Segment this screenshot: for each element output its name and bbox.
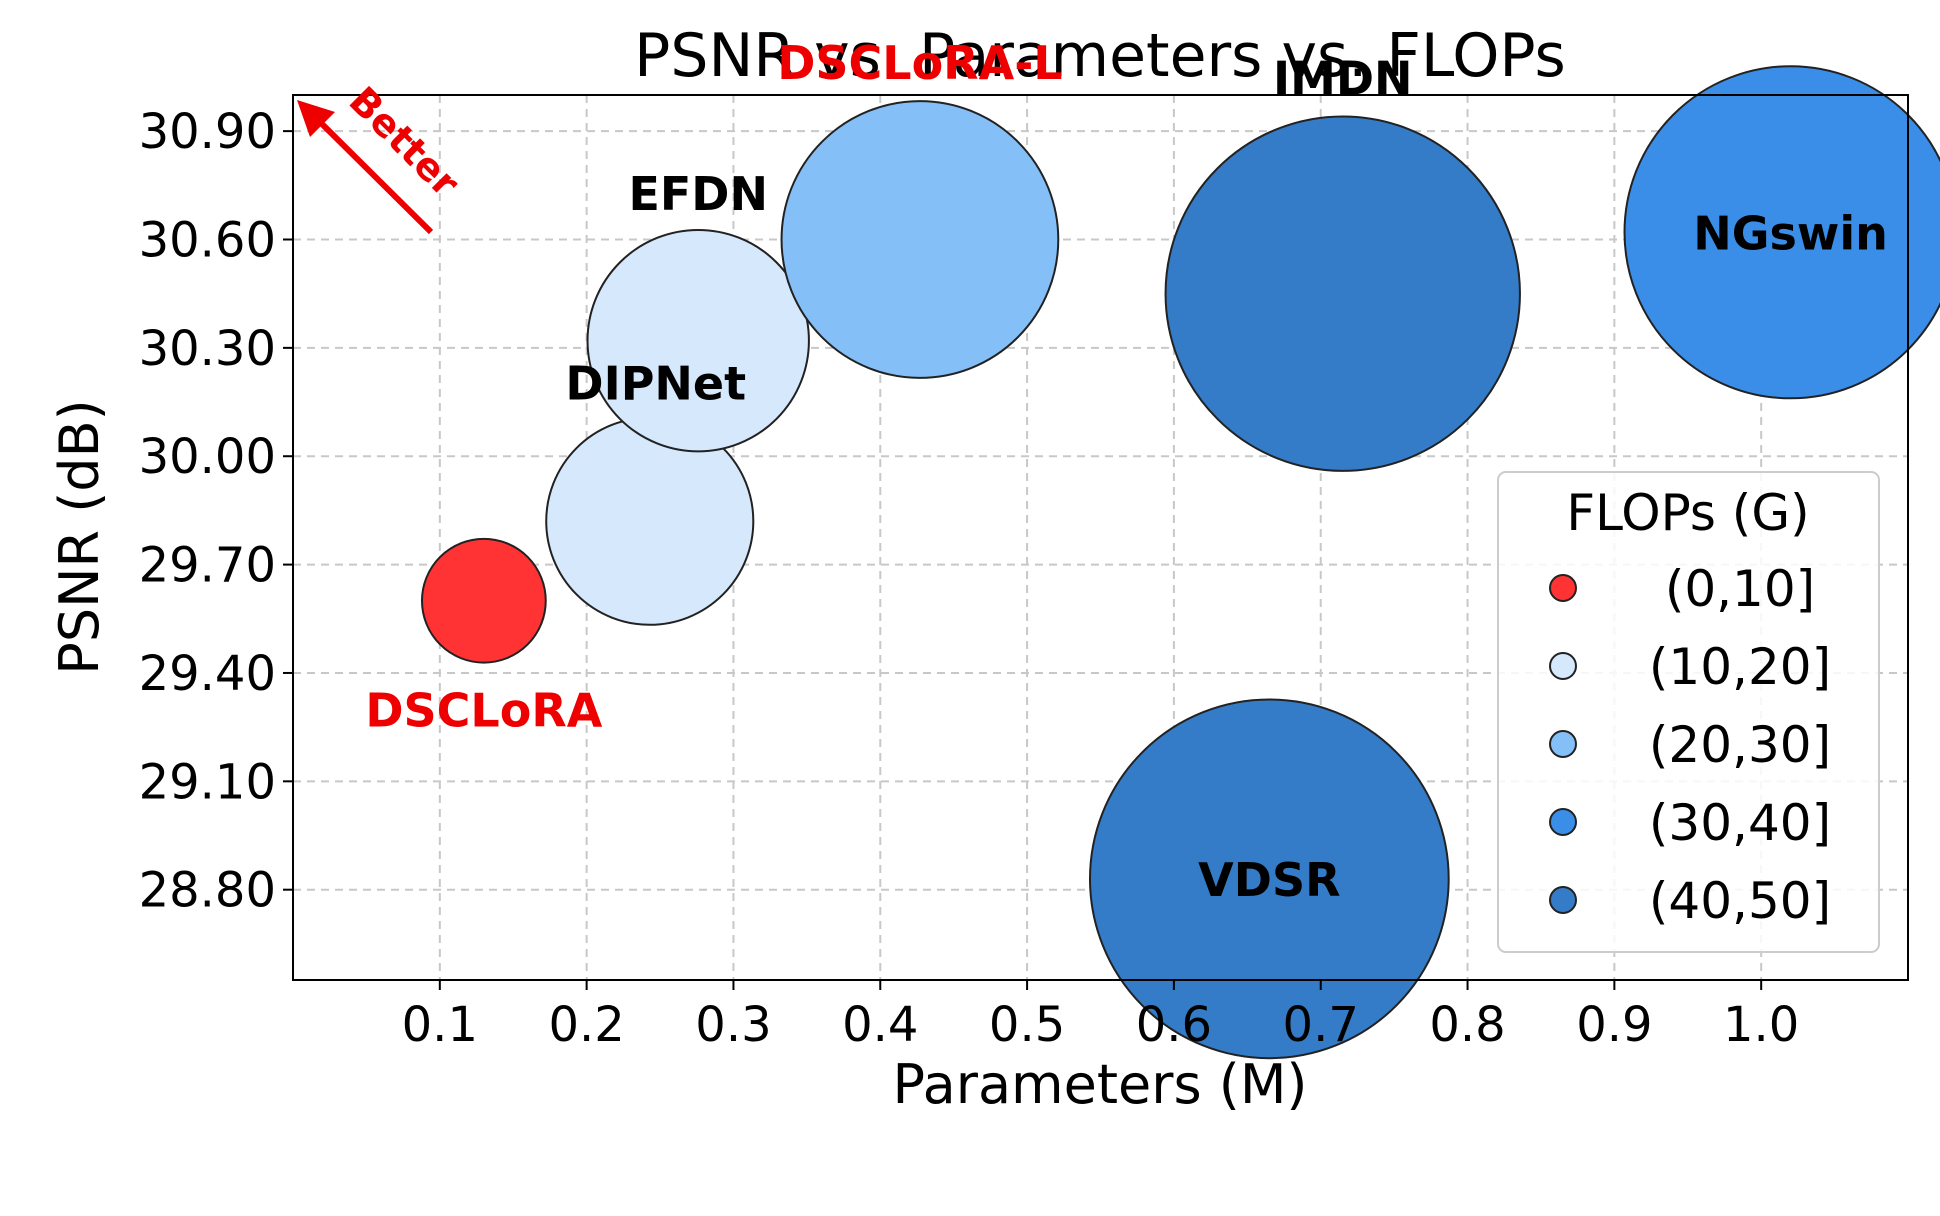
y-tick-label: 29.10 <box>139 754 276 810</box>
better-annotation: Better <box>297 78 468 235</box>
x-tick-label: 0.1 <box>402 997 478 1053</box>
plot-frame <box>292 94 1909 981</box>
point-label-dsclora-l: DSCLoRA-L <box>777 36 1062 90</box>
x-tick-label: 0.9 <box>1576 997 1652 1053</box>
point-ngswin <box>1623 65 1940 400</box>
better-arrow-head <box>297 100 335 137</box>
legend-label: (10,20] <box>1649 638 1831 696</box>
legend: FLOPs (G) (0,10] (10,20] (20,30] (30,40] (40… <box>1497 471 1880 953</box>
x-tick-label: 0.5 <box>989 997 1065 1053</box>
point-vdsr <box>1088 698 1450 1060</box>
point-label-ngswin: NGswin <box>1693 206 1888 260</box>
legend-marker <box>1549 652 1577 680</box>
point-label-dsclora: DSCLoRA <box>365 684 602 738</box>
better-text: Better <box>341 78 468 205</box>
x-tick-label: 0.2 <box>548 997 624 1053</box>
y-tick-label: 29.70 <box>139 538 276 594</box>
x-tick-label: 0.8 <box>1429 997 1505 1053</box>
legend-title: FLOPs (G) <box>1566 484 1809 542</box>
legend-label: (40,50] <box>1649 872 1831 930</box>
point-labels: DSCLoRA DIPNet EFDN DSCLoRA-L IMDN VDSR NGswin <box>365 36 1888 907</box>
point-label-vdsr: VDSR <box>1198 853 1340 907</box>
legend-box <box>1497 471 1880 953</box>
y-tick-label: 30.90 <box>139 104 276 160</box>
point-efdn <box>586 228 810 453</box>
better-arrow-shaft <box>315 117 434 235</box>
chart-title: PSNR vs. Parameters vs. FLOPs <box>634 21 1566 91</box>
point-label-dipnet: DIPNet <box>565 357 746 411</box>
point-label-efdn: EFDN <box>628 167 768 221</box>
x-tick-label: 0.6 <box>1136 997 1212 1053</box>
y-tick-label: 29.40 <box>139 646 276 702</box>
x-axis-ticks: 0.1 0.2 0.3 0.4 0.5 0.6 0.7 0.8 0.9 1.0 <box>402 980 1799 1053</box>
y-tick-label: 30.60 <box>139 212 276 268</box>
legend-marker <box>1549 886 1577 914</box>
point-label-imdn: IMDN <box>1273 51 1413 105</box>
data-points <box>420 65 1940 1060</box>
legend-entries: (0,10] (10,20] (20,30] (30,40] (40,50] <box>1549 560 1831 930</box>
x-tick-label: 0.3 <box>695 997 771 1053</box>
legend-marker <box>1549 730 1577 758</box>
legend-marker <box>1549 808 1577 836</box>
legend-label: (30,40] <box>1649 794 1831 852</box>
y-tick-label: 28.80 <box>139 863 276 919</box>
y-tick-label: 30.00 <box>139 429 276 485</box>
x-axis-title: Parameters (M) <box>893 1053 1308 1116</box>
x-tick-label: 0.7 <box>1283 997 1359 1053</box>
y-axis-title: PSNR (dB) <box>48 399 111 674</box>
legend-label: (20,30] <box>1649 716 1831 774</box>
legend-marker <box>1549 574 1577 602</box>
point-dsclora <box>420 537 547 664</box>
point-imdn <box>1164 115 1521 472</box>
y-tick-label: 30.30 <box>139 321 276 377</box>
y-axis-ticks: 28.80 29.10 29.40 29.70 30.00 30.30 30.60 30.90 <box>139 104 293 919</box>
point-dsclora-l <box>780 100 1060 379</box>
x-tick-label: 1.0 <box>1723 997 1799 1053</box>
x-tick-label: 0.4 <box>842 997 918 1053</box>
legend-label: (0,10] <box>1665 560 1815 618</box>
